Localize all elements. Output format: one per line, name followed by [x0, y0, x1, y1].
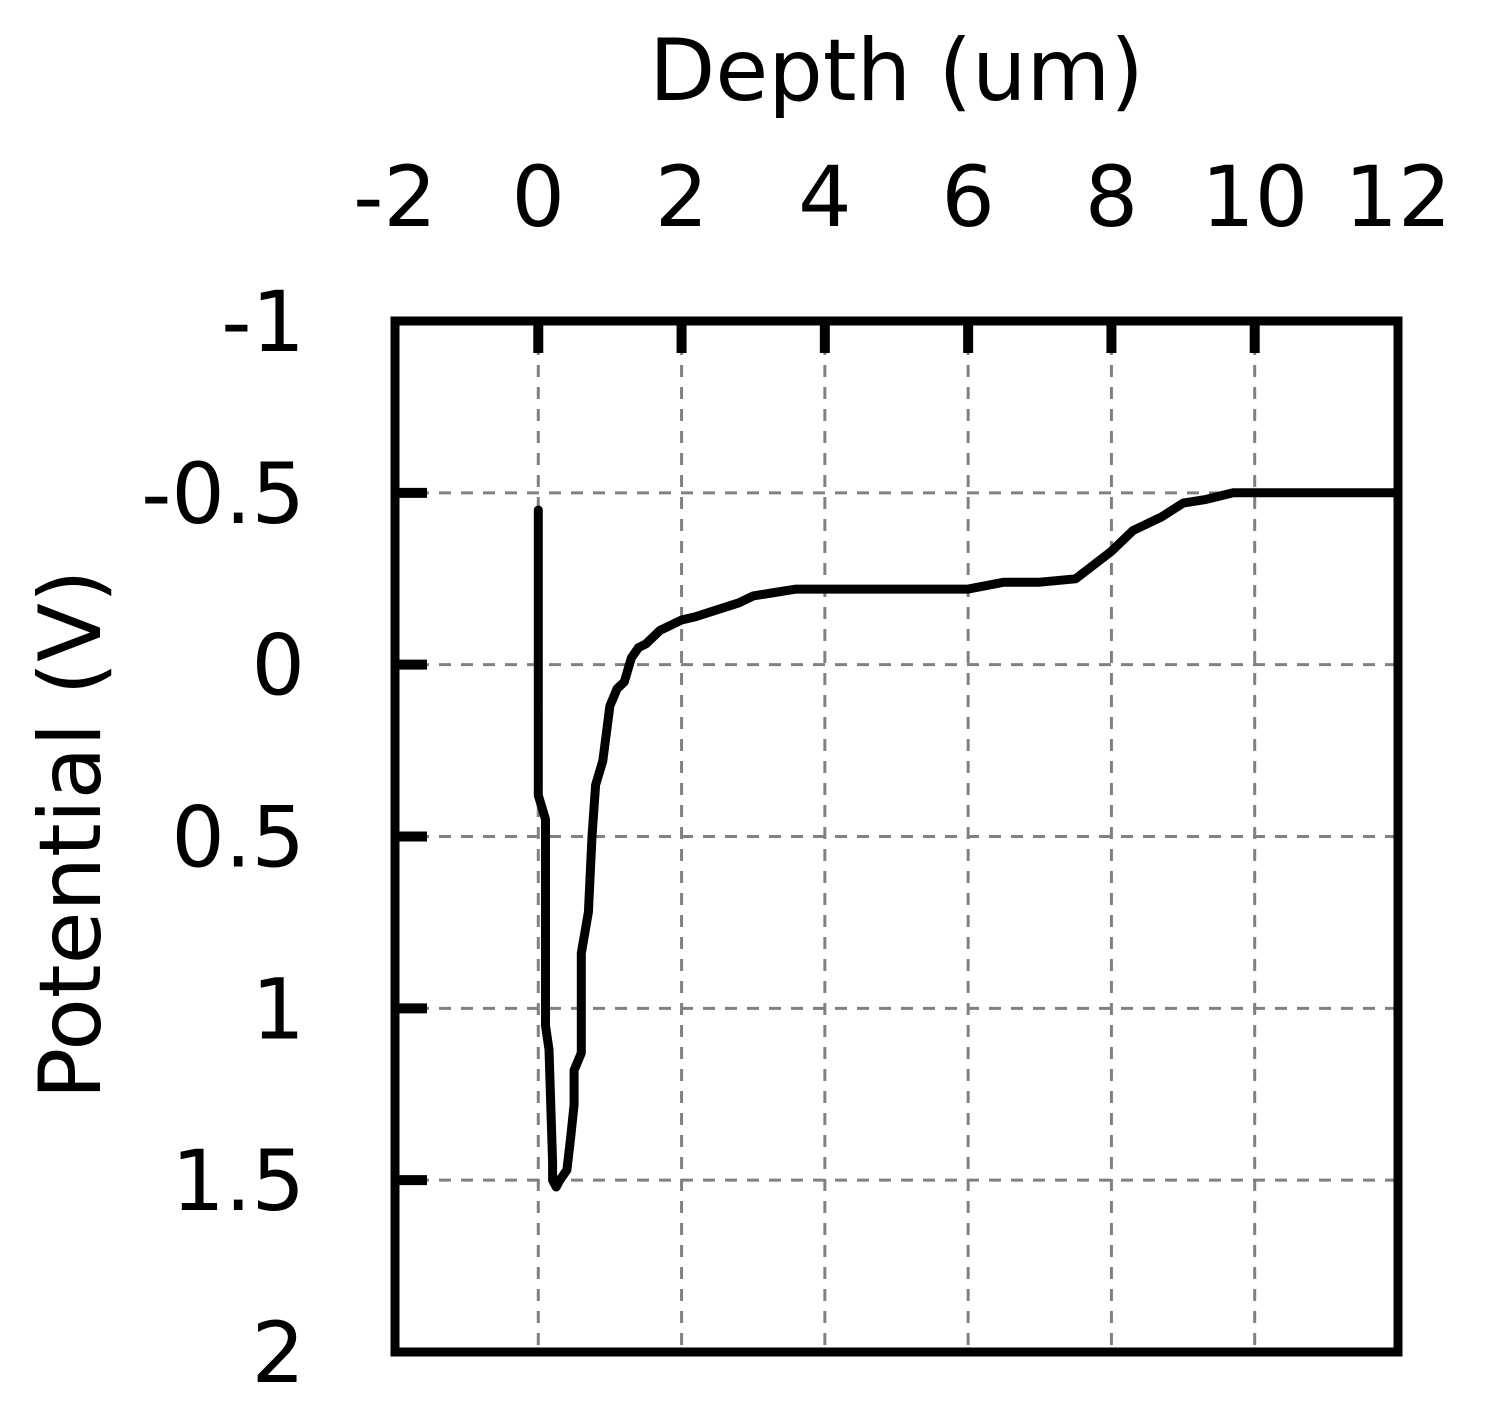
- plot-frame: [390, 316, 1403, 1357]
- y-axis-title: Potential (V): [21, 569, 121, 1099]
- y-tick-label: 1.5: [171, 1132, 305, 1230]
- potential-curve: [533, 488, 1403, 1192]
- x-tick-label: 8: [1085, 148, 1138, 246]
- x-axis-title: Depth (um): [649, 21, 1144, 121]
- x-tick-label: 12: [1345, 148, 1452, 246]
- y-tick-label: 0: [252, 617, 305, 715]
- y-tick-label: 1: [252, 960, 305, 1058]
- x-tick-label: -2: [353, 148, 437, 246]
- y-tick-label: -1: [221, 273, 305, 371]
- tick-marks: [395, 321, 1260, 1186]
- y-tick-label: 0.5: [171, 789, 305, 887]
- y-tick-label: -0.5: [141, 445, 305, 543]
- grid-lines: [395, 321, 1398, 1352]
- x-tick-label: 4: [798, 148, 851, 246]
- x-tick-label: 10: [1201, 148, 1308, 246]
- y-tick-labels: -1 -0.5 0 0.5 1 1.5 2: [141, 273, 305, 1402]
- x-tick-label: 2: [655, 148, 708, 246]
- y-tick-label: 2: [252, 1304, 305, 1402]
- x-tick-labels: -2 0 2 4 6 8 10 12: [353, 148, 1451, 246]
- x-tick-label: 0: [512, 148, 565, 246]
- x-tick-label: 6: [941, 148, 994, 246]
